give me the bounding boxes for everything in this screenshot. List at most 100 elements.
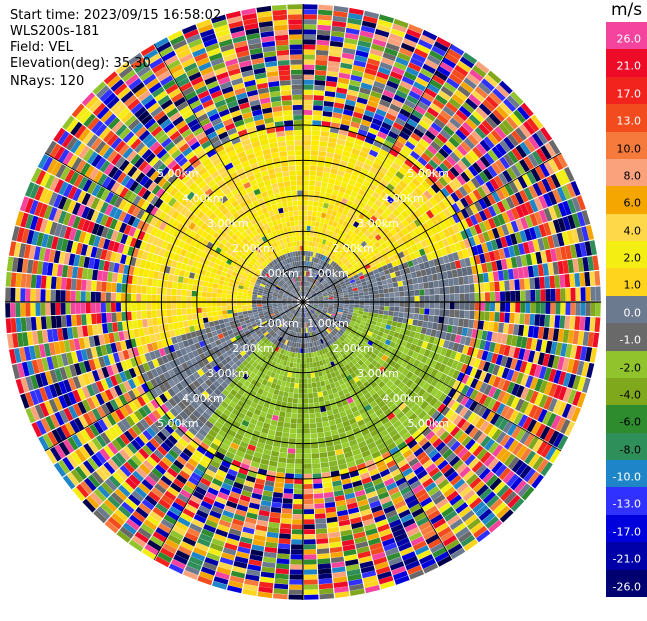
radar-gate	[353, 228, 361, 235]
radar-gate	[396, 322, 403, 328]
radar-gate	[208, 321, 215, 327]
radar-gate	[298, 398, 303, 404]
radar-gate	[325, 80, 337, 88]
radar-gate	[406, 118, 418, 128]
radar-gate	[397, 317, 404, 323]
radar-gate	[389, 71, 403, 80]
radar-gate	[309, 165, 317, 171]
radar-gate	[316, 263, 320, 269]
radar-gate	[377, 103, 389, 113]
radar-gate	[343, 109, 354, 117]
radar-gate	[328, 50, 342, 58]
radar-gate	[308, 352, 312, 358]
radar-gate	[312, 252, 316, 258]
radar-gate	[320, 131, 330, 137]
radar-gate	[308, 241, 313, 247]
radar-gate	[410, 132, 422, 142]
radar-gate	[401, 103, 414, 114]
radar-gate	[313, 201, 319, 207]
radar-gate	[535, 289, 541, 302]
radar-gate	[291, 534, 303, 540]
radar-gate	[307, 293, 311, 298]
radar-gate	[360, 234, 368, 241]
radar-gate	[314, 287, 319, 292]
radar-gate	[303, 69, 315, 75]
radar-gate	[305, 271, 308, 277]
radar-gate	[369, 48, 384, 57]
radar-gate	[310, 372, 315, 378]
radar-gate	[303, 84, 314, 90]
radar-gate	[367, 233, 375, 241]
radar-gate	[434, 302, 440, 309]
radar-gate	[484, 282, 490, 292]
radar-gate	[303, 24, 317, 30]
radar-gate	[312, 285, 317, 290]
radar-gate	[313, 105, 323, 111]
radar-gate	[289, 574, 303, 580]
radar-gate	[334, 179, 342, 186]
radar-gate	[549, 315, 556, 328]
radar-gate	[313, 279, 317, 285]
radar-gate	[308, 282, 312, 288]
radar-gate	[324, 268, 329, 274]
radar-gate	[303, 185, 309, 191]
radar-gate	[342, 209, 349, 216]
radar-gate	[399, 108, 411, 118]
radar-gate	[359, 304, 365, 309]
radar-gate	[325, 270, 331, 275]
radar-gate	[312, 392, 319, 398]
radar-gate	[363, 308, 369, 313]
radar-gate	[418, 283, 424, 290]
radar-gate	[303, 559, 317, 565]
radar-gate	[296, 433, 303, 439]
radar-gate	[311, 458, 320, 464]
radar-gate	[424, 288, 430, 296]
radar-gate	[359, 87, 371, 95]
radar-gate	[401, 75, 415, 86]
radar-gate	[316, 386, 322, 393]
radar-gate	[419, 138, 430, 149]
radar-gate	[303, 59, 315, 65]
radar-gate	[391, 321, 398, 327]
radar-gate	[389, 302, 395, 307]
radar-gate	[281, 380, 287, 387]
radar-gate	[387, 108, 399, 117]
radar-gate	[313, 273, 317, 279]
radar-gate	[303, 468, 312, 474]
radar-gate	[434, 294, 440, 302]
radar-gate	[270, 506, 282, 513]
radar-gate	[434, 287, 440, 295]
radar-gate	[363, 10, 379, 19]
radar-gate	[514, 279, 520, 291]
radar-gate	[420, 34, 435, 45]
radar-gate	[307, 383, 312, 389]
radar-gate	[424, 295, 430, 302]
radar-gate	[303, 104, 313, 110]
radar-gate	[303, 539, 316, 545]
radar-gate	[316, 232, 322, 238]
radar-gate	[325, 240, 330, 246]
radar-gate	[436, 65, 451, 77]
radar-gate	[294, 352, 298, 358]
radar-gate	[350, 232, 358, 239]
radar-gate	[411, 325, 417, 332]
radar-gate	[311, 130, 321, 136]
radar-gate	[419, 295, 425, 302]
radar-gate	[285, 381, 291, 388]
radar-gate	[344, 304, 349, 307]
radar-gate	[368, 183, 377, 192]
radar-gate	[402, 145, 413, 155]
radar-gate	[293, 393, 299, 399]
radar-gate	[292, 509, 303, 515]
radar-gate	[304, 271, 307, 276]
radar-gate	[350, 174, 359, 182]
radar-gate	[360, 227, 368, 234]
radar-gate	[313, 247, 318, 253]
radar-gate	[306, 266, 309, 272]
radar-gate	[449, 44, 465, 56]
radar-gate	[345, 240, 351, 247]
radar-gate	[339, 262, 345, 268]
radar-gate	[444, 302, 450, 310]
radar-gate	[335, 92, 347, 99]
radar-gate	[427, 321, 433, 329]
